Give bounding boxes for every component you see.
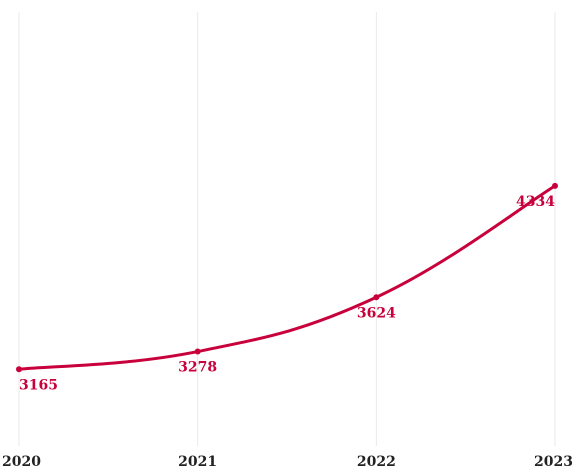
data-point-2021 (194, 348, 201, 355)
data-point-2022 (373, 294, 380, 301)
data-point-2020 (16, 366, 22, 373)
data-label-2021: 3278 (178, 360, 217, 376)
series-line (17, 184, 557, 371)
x-tick-label-2021: 2021 (178, 454, 217, 470)
grid-layer (18, 12, 556, 446)
x-axis: 2020 2021 2022 2023 (2, 454, 573, 470)
x-tick-label-2020: 2020 (2, 454, 41, 470)
data-label-layer: 3165 3278 3624 4334 (19, 194, 555, 393)
x-tick-label-2023: 2023 (534, 454, 573, 470)
data-label-2023: 4334 (516, 194, 555, 210)
series-layer (16, 182, 558, 373)
data-label-2022: 3624 (357, 305, 396, 321)
x-tick-label-2022: 2022 (357, 454, 396, 470)
data-point-2023 (552, 182, 558, 189)
data-label-2020: 3165 (19, 377, 58, 393)
